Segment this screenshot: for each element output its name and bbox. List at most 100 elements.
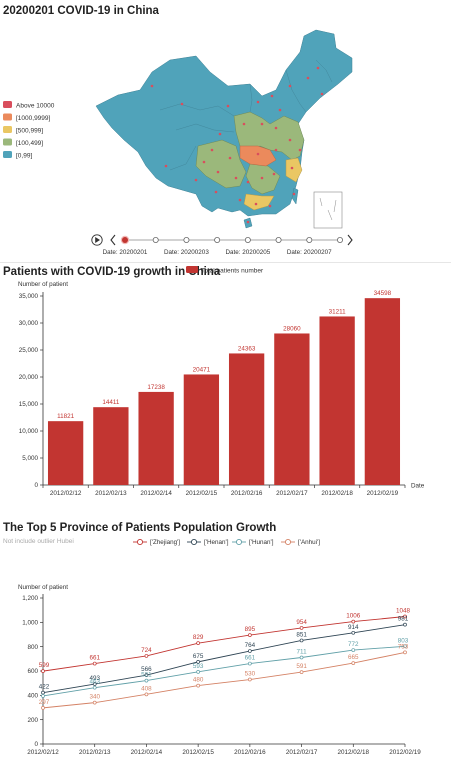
- bar-6[interactable]: [319, 316, 355, 485]
- region-taiwan[interactable]: [291, 187, 299, 205]
- capital-dot: [254, 202, 258, 206]
- capital-dot: [246, 180, 250, 184]
- series-point[interactable]: [41, 706, 45, 710]
- series-point[interactable]: [299, 655, 304, 660]
- timeline-point-active[interactable]: [122, 237, 128, 243]
- series-line-1[interactable]: [42, 624, 406, 694]
- line-x-tick-label: 2012/02/14: [131, 749, 163, 756]
- series-point[interactable]: [144, 692, 149, 697]
- series-point[interactable]: [299, 626, 304, 630]
- series-point[interactable]: [351, 630, 356, 635]
- timeline-point[interactable]: [183, 236, 190, 243]
- bar-0[interactable]: [47, 421, 84, 485]
- chevron-right-icon[interactable]: [347, 234, 353, 246]
- series-point[interactable]: [144, 673, 149, 677]
- series-line-3[interactable]: [42, 651, 406, 709]
- series-point[interactable]: [351, 619, 356, 624]
- series-point[interactable]: [92, 685, 97, 690]
- capital-dot: [278, 108, 282, 112]
- bar-2[interactable]: [138, 391, 174, 485]
- bar-7[interactable]: [364, 298, 401, 485]
- region-500-999-b[interactable]: [243, 193, 275, 211]
- series-line-0[interactable]: [42, 616, 406, 672]
- region-1000-9999[interactable]: [239, 145, 277, 167]
- series-point[interactable]: [196, 670, 200, 674]
- series-point[interactable]: [144, 678, 149, 683]
- map-panel: 20200201 COVID-19 in China Above 10000 [1…: [0, 0, 451, 262]
- capital-dot: [228, 156, 232, 160]
- line-legend-marker-1[interactable]: [190, 538, 198, 546]
- capital-dot: [292, 192, 296, 196]
- series-point[interactable]: [41, 694, 45, 698]
- bar-legend-swatch[interactable]: [186, 266, 198, 273]
- bar-x-tick-label: 2012/02/12: [50, 490, 82, 497]
- series-point[interactable]: [351, 648, 356, 652]
- timeline-point[interactable]: [275, 236, 282, 243]
- series-point[interactable]: [351, 661, 356, 665]
- series-point-label: 480: [193, 677, 204, 684]
- legend-swatch-4[interactable]: [3, 151, 12, 158]
- series-point[interactable]: [403, 614, 407, 619]
- timeline-point[interactable]: [336, 236, 343, 243]
- series-point-label: 753: [398, 643, 409, 650]
- series-point[interactable]: [403, 622, 407, 627]
- series-point-label: 593: [193, 663, 204, 670]
- series-point-label: 566: [141, 666, 152, 673]
- legend-swatch-3[interactable]: [3, 138, 12, 146]
- series-point[interactable]: [144, 654, 149, 658]
- bar-y-axis-title: Number of patient: [18, 281, 68, 288]
- timeline-point[interactable]: [306, 236, 313, 243]
- series-point-label: 530: [245, 671, 256, 678]
- series-point[interactable]: [299, 670, 304, 674]
- capital-dot: [320, 92, 324, 96]
- series-point-label: 829: [193, 634, 204, 641]
- bar-4[interactable]: [228, 353, 265, 485]
- chevron-left-icon[interactable]: [110, 234, 116, 246]
- series-point[interactable]: [299, 638, 304, 643]
- bar-value-label: 31211: [329, 308, 347, 315]
- bar-value-label: 20471: [193, 366, 211, 373]
- line-legend-marker-2[interactable]: [235, 538, 243, 546]
- timeline-point[interactable]: [214, 236, 221, 243]
- series-point[interactable]: [196, 660, 200, 664]
- bar-5[interactable]: [274, 333, 310, 485]
- series-point[interactable]: [248, 633, 252, 637]
- capital-dot: [316, 66, 320, 70]
- series-point-label: 675: [193, 653, 204, 660]
- region-100-499-b[interactable]: [195, 139, 247, 189]
- bar-value-label: 24363: [238, 345, 256, 352]
- region-100-499-c[interactable]: [245, 163, 281, 195]
- legend-label-2: [500,999]: [16, 128, 43, 135]
- series-point-label: 408: [141, 685, 152, 692]
- play-button[interactable]: [91, 234, 103, 246]
- line-y-tick-label: 400: [27, 693, 38, 700]
- series-point-label: 591: [296, 663, 307, 670]
- series-point[interactable]: [403, 650, 407, 655]
- series-point[interactable]: [248, 649, 252, 653]
- bar-3[interactable]: [183, 374, 220, 485]
- legend-swatch-2[interactable]: [3, 126, 12, 133]
- series-point[interactable]: [41, 690, 45, 695]
- series-point[interactable]: [92, 682, 97, 686]
- series-point[interactable]: [41, 669, 45, 673]
- timeline-point[interactable]: [244, 236, 251, 243]
- series-point[interactable]: [92, 661, 97, 666]
- legend-swatch-0[interactable]: [3, 101, 12, 108]
- series-point[interactable]: [248, 677, 252, 682]
- legend-swatch-1[interactable]: [3, 113, 12, 121]
- series-point[interactable]: [92, 700, 97, 705]
- series-line-2[interactable]: [42, 645, 406, 697]
- timeline-point[interactable]: [152, 236, 159, 243]
- series-point-label: 803: [398, 637, 409, 644]
- series-point[interactable]: [196, 683, 200, 688]
- region-low[interactable]: [95, 29, 353, 217]
- series-point-label: 422: [39, 684, 50, 691]
- series-point-label: 895: [245, 626, 256, 633]
- bar-1[interactable]: [93, 407, 129, 485]
- series-point[interactable]: [196, 641, 200, 645]
- series-point[interactable]: [248, 661, 252, 666]
- line-legend-marker-3[interactable]: [284, 538, 292, 546]
- region-500-999-a[interactable]: [285, 157, 303, 183]
- line-legend-marker-0[interactable]: [136, 538, 144, 546]
- series-point[interactable]: [403, 644, 407, 649]
